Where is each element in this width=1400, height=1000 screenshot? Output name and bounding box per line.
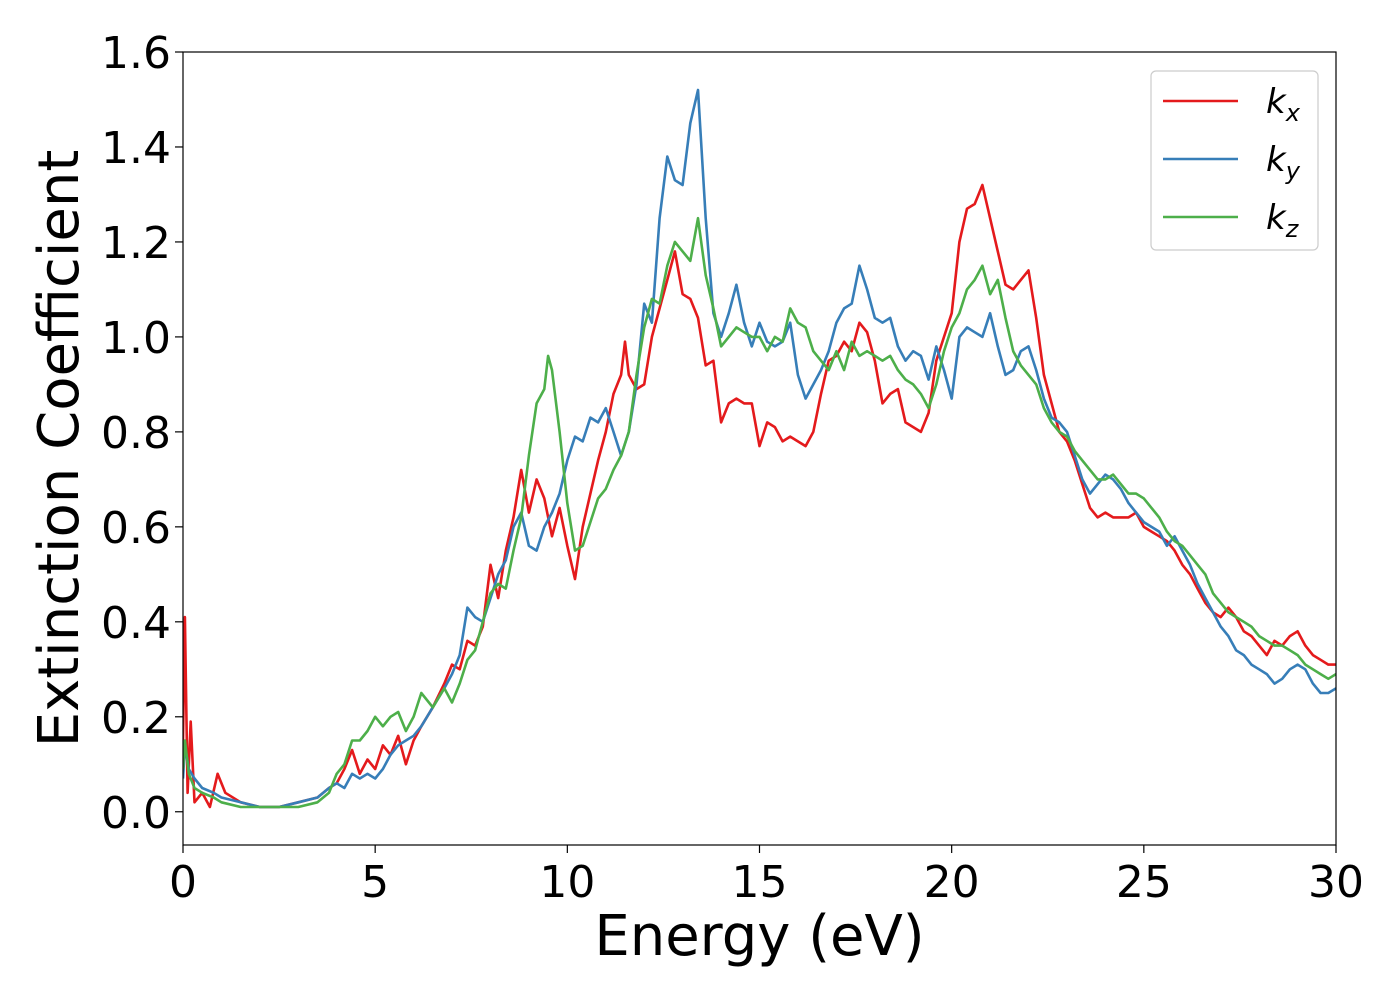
y-tick-label: 0.0 [101,788,171,839]
y-tick-label: 0.2 [101,693,171,744]
y-tick-label: 0.6 [101,503,171,554]
y-tick-label: 1.0 [101,313,171,364]
x-axis-ticks: 0 5 10 15 20 25 30 [169,845,1364,908]
y-axis-label: Extinction Coefficient [27,150,92,748]
y-tick-label: 1.2 [101,218,171,269]
legend-label-kx: kx [1266,82,1301,127]
x-tick-label: 20 [924,857,980,908]
series-line-ky [183,88,1336,809]
legend-box [1150,70,1319,251]
series-line-kx [183,183,1336,809]
x-tick-label: 25 [1116,857,1172,908]
y-tick-label: 0.4 [101,598,171,649]
x-tick-label: 30 [1308,857,1364,908]
y-tick-label: 1.4 [101,123,171,174]
series-line-kz [183,216,1336,809]
x-tick-label: 10 [539,857,595,908]
legend-label-ky: ky [1266,140,1301,185]
x-tick-label: 0 [169,857,197,908]
x-tick-label: 15 [732,857,788,908]
plot-area [183,88,1336,809]
legend-label-kz: kz [1266,198,1300,243]
y-axis-ticks: 0.0 0.2 0.4 0.6 0.8 1.0 1.2 1.4 1.6 [101,28,183,839]
plot-frame [182,51,1337,846]
x-tick-label: 5 [361,857,389,908]
legend: kx ky kz [1150,70,1319,251]
y-tick-label: 0.8 [101,408,171,459]
y-tick-label: 1.6 [101,28,171,79]
x-axis-label: Energy (eV) [594,904,924,969]
